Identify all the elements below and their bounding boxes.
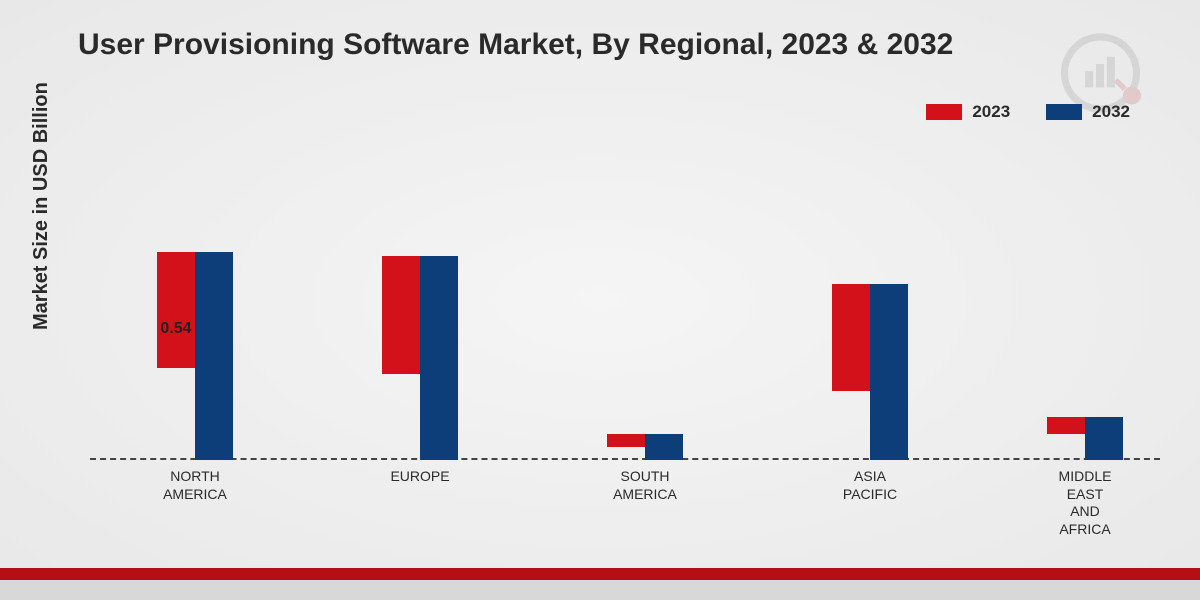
footer-accent-bar xyxy=(0,568,1200,580)
legend-swatch-2032 xyxy=(1046,104,1082,120)
bar-group xyxy=(1010,417,1160,460)
footer-under-bar xyxy=(0,580,1200,600)
x-axis-label: ASIA PACIFIC xyxy=(795,468,945,503)
bar-group xyxy=(570,434,720,460)
bar-2023 xyxy=(157,252,195,368)
bar-2032 xyxy=(870,284,908,460)
legend-item-2023: 2023 xyxy=(926,102,1010,122)
bar-2023 xyxy=(607,434,645,447)
bar-group xyxy=(345,256,495,460)
bar-2032 xyxy=(420,256,458,460)
bar-2023 xyxy=(382,256,420,374)
bar-2032 xyxy=(195,252,233,460)
bar-2032 xyxy=(1085,417,1123,460)
legend-item-2032: 2032 xyxy=(1046,102,1130,122)
bar-2023 xyxy=(832,284,870,391)
legend-label-2032: 2032 xyxy=(1092,102,1130,122)
bar-group xyxy=(120,252,270,460)
y-axis-label: Market Size in USD Billion xyxy=(30,82,53,330)
chart-title: User Provisioning Software Market, By Re… xyxy=(78,28,953,62)
plot-area: 0.54 xyxy=(90,160,1160,460)
legend-swatch-2023 xyxy=(926,104,962,120)
bar-group xyxy=(795,284,945,460)
x-axis-label: SOUTH AMERICA xyxy=(570,468,720,503)
x-axis-label: EUROPE xyxy=(345,468,495,486)
x-axis-label: NORTH AMERICA xyxy=(120,468,270,503)
bar-value-label: 0.54 xyxy=(160,320,191,338)
bar-2023 xyxy=(1047,417,1085,434)
legend-label-2023: 2023 xyxy=(972,102,1010,122)
legend: 2023 2032 xyxy=(926,102,1130,122)
x-axis-labels: NORTH AMERICA EUROPE SOUTH AMERICA ASIA PAC… xyxy=(90,468,1160,548)
bar-2032 xyxy=(645,434,683,460)
x-axis-label: MIDDLE EAST AND AFRICA xyxy=(1010,468,1160,538)
